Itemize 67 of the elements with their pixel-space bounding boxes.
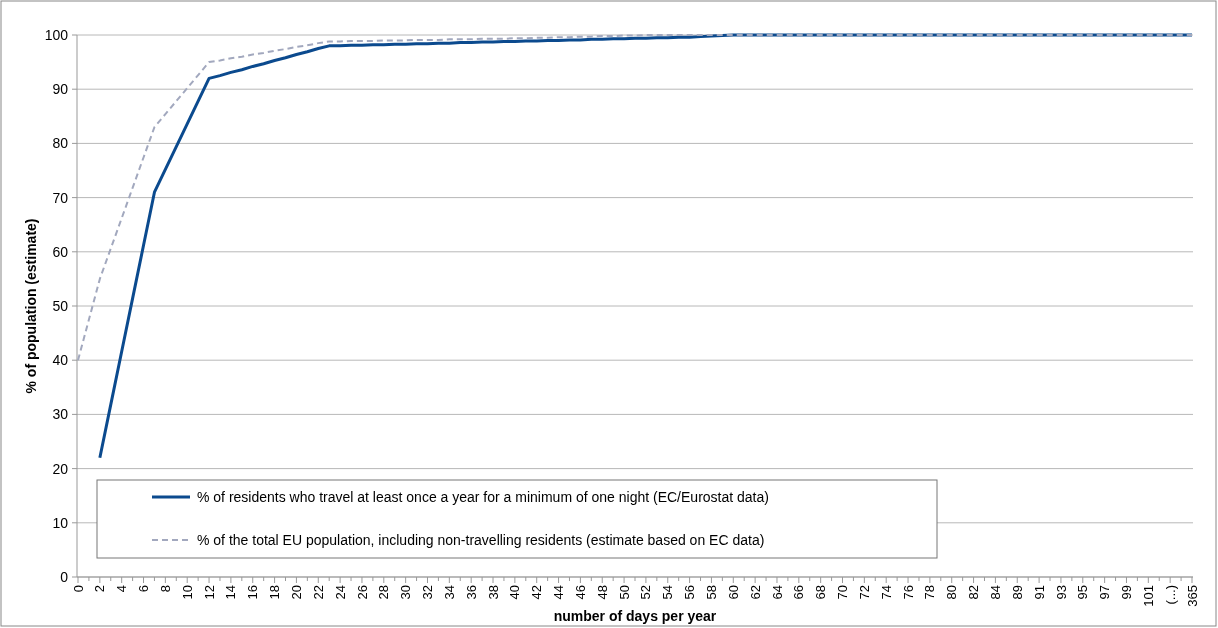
x-tick-label: 46	[572, 585, 588, 600]
y-tick-label: 90	[52, 81, 69, 98]
x-tick-label: 32	[420, 585, 436, 600]
x-tick-label: 60	[725, 585, 741, 600]
x-tick-label: 2	[92, 585, 108, 593]
x-tick-label: 62	[747, 585, 763, 600]
x-axis-title: number of days per year	[553, 608, 717, 624]
x-tick-label: 56	[682, 585, 698, 600]
y-tick-label: 10	[52, 514, 69, 531]
y-tick-label: 20	[52, 460, 69, 477]
x-tick-label: 74	[878, 585, 894, 600]
x-tick-label: 97	[1097, 585, 1113, 600]
x-tick-label: 89	[1009, 585, 1025, 600]
x-tick-label: 78	[922, 585, 938, 600]
x-tick-label: 14	[223, 585, 239, 600]
x-tick-label: 58	[704, 585, 719, 600]
x-tick-label: 36	[463, 585, 479, 600]
y-tick-label: 70	[52, 189, 69, 206]
x-tick-label: (...)	[1162, 585, 1178, 605]
x-tick-label: 101	[1140, 585, 1156, 607]
x-tick-label: 54	[660, 585, 676, 600]
x-tick-label: 64	[769, 585, 785, 600]
x-tick-label: 66	[791, 585, 807, 600]
y-tick-label: 30	[52, 406, 69, 423]
x-tick-label: 68	[813, 585, 829, 600]
line-series	[77, 34, 1193, 362]
x-tick-label: 26	[354, 585, 370, 600]
x-tick-label: 10	[179, 585, 195, 600]
y-tick-label: 60	[52, 243, 69, 260]
x-tick-label: 93	[1053, 585, 1069, 600]
x-tick-label: 30	[398, 585, 414, 600]
y-axis-title: % of population (estimate)	[23, 218, 39, 394]
x-tick-label: 76	[900, 585, 916, 600]
x-tick-label: 44	[551, 585, 567, 600]
y-tick-label: 100	[44, 26, 69, 43]
x-tick-label: 50	[616, 585, 632, 600]
x-tick-label: 91	[1031, 585, 1047, 600]
x-tick-label: 38	[485, 585, 501, 600]
x-tick-label: 80	[944, 585, 960, 600]
x-tick-label: 24	[332, 585, 348, 600]
x-tick-label: 84	[987, 585, 1003, 600]
y-tick-label: 80	[52, 135, 69, 152]
x-tick-label: 18	[267, 585, 283, 600]
y-tick-label: 50	[52, 297, 69, 314]
x-tick-label: 42	[529, 585, 545, 600]
x-tick-label: 82	[966, 585, 982, 600]
x-tick-label: 6	[136, 585, 152, 593]
x-tick-label: 365	[1184, 585, 1200, 607]
legend-label: % of residents who travel at least once a year for a minimum of one night (EC/Eurostat data)	[197, 488, 769, 505]
x-tick-label: 99	[1119, 585, 1135, 600]
x-tick-label: 22	[310, 585, 326, 600]
x-tick-label: 40	[507, 585, 523, 600]
x-tick-label: 95	[1075, 585, 1091, 600]
x-tick-label: 4	[114, 585, 130, 593]
legend-label: % of the total EU population, including non-travelling residents (estimate based on EC data)	[197, 531, 765, 548]
x-tick-label: 52	[638, 585, 654, 600]
x-tick-label: 20	[288, 585, 304, 600]
x-tick-label: 16	[245, 585, 261, 600]
x-tick-label: 34	[441, 585, 457, 600]
x-tick-label: 28	[376, 585, 392, 600]
x-tick-label: 0	[70, 585, 86, 593]
x-tick-label: 72	[856, 585, 872, 600]
x-tick-label: 12	[201, 585, 217, 600]
y-tick-label: 40	[52, 352, 69, 369]
x-tick-label: 70	[835, 585, 851, 600]
x-tick-label: 48	[594, 585, 610, 600]
x-tick-label: 8	[157, 585, 173, 593]
